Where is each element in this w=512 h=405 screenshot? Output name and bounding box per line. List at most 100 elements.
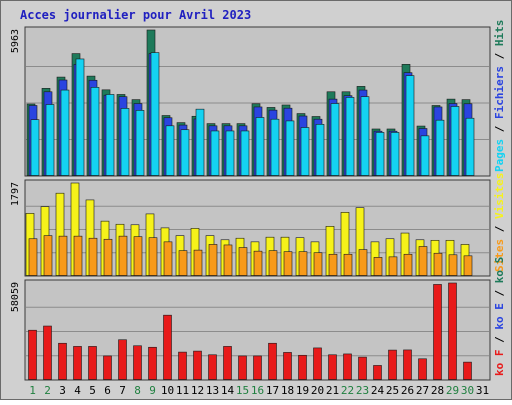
bar-sites-day-15	[238, 247, 248, 276]
bar-sites-day-2	[43, 235, 53, 276]
bar-pages-day-11	[180, 129, 190, 176]
bar-ko-f-day-4	[73, 346, 82, 380]
bar-pages-day-27	[420, 135, 430, 176]
x-tick-label-day-13: 13	[206, 384, 219, 397]
bar-ko-f-day-21	[328, 354, 337, 380]
bar-ko-f-day-20	[313, 347, 322, 380]
bar-sites-day-11	[178, 250, 188, 276]
x-tick-label-day-28: 28	[431, 384, 444, 397]
bar-ko-f-day-28	[433, 284, 442, 380]
x-tick-label-day-29: 29	[446, 384, 459, 397]
bar-ko-f-day-22	[343, 353, 352, 380]
bar-sites-day-12	[193, 249, 203, 276]
bar-ko-f-day-6	[103, 355, 112, 380]
bar-sites-day-24	[373, 257, 383, 276]
x-tick-label-day-27: 27	[416, 384, 429, 397]
x-tick-label-day-31: 31	[476, 384, 489, 397]
bar-ko-f-day-10	[163, 314, 172, 380]
bar-pages-day-21	[330, 103, 340, 176]
bar-sites-day-18	[283, 251, 293, 276]
bar-pages-day-24	[375, 132, 385, 176]
bar-sites-day-17	[268, 250, 278, 276]
legend-separator: /	[493, 46, 506, 66]
legend-item-sites: Sites	[493, 239, 506, 272]
bar-sites-day-7	[118, 235, 128, 276]
bar-ko-f-day-25	[388, 349, 397, 380]
x-tick-label-day-9: 9	[149, 384, 156, 397]
bar-sites-day-29	[448, 254, 458, 276]
legend-item-ko-f: ko F	[493, 350, 506, 377]
bar-sites-day-13	[208, 244, 218, 276]
x-tick-label-day-12: 12	[191, 384, 204, 397]
bar-sites-day-22	[343, 253, 353, 276]
bar-ko-f-day-12	[193, 350, 202, 380]
bar-sites-day-28	[433, 252, 443, 276]
legend-item-ko-s: ko S	[493, 257, 506, 284]
bar-sites-day-23	[358, 249, 368, 276]
legend-item-pages: Pages	[493, 139, 506, 172]
legend-group-1: Pages / Fichiers / Hits	[493, 20, 506, 172]
bar-pages-day-18	[285, 120, 295, 176]
bar-pages-day-12	[195, 108, 205, 176]
panel-middle-ymax-label: 1797	[10, 182, 21, 206]
x-tick-label-day-24: 24	[371, 384, 385, 397]
panel-bottom: 58059	[10, 279, 491, 381]
legend-separator: /	[493, 119, 506, 139]
bar-ko-f-day-24	[373, 365, 382, 380]
bar-ko-f-day-9	[148, 346, 157, 380]
x-tick-label-day-4: 4	[74, 384, 81, 397]
bar-pages-day-14	[225, 130, 235, 176]
bar-pages-day-4	[75, 58, 85, 176]
bar-sites-day-27	[418, 246, 428, 276]
x-tick-label-day-23: 23	[356, 384, 369, 397]
x-tick-label-day-1: 1	[29, 384, 36, 397]
bar-sites-day-26	[403, 253, 413, 276]
bar-pages-day-19	[300, 127, 310, 176]
bar-ko-f-day-27	[418, 358, 427, 380]
bar-pages-day-1	[30, 119, 40, 176]
x-tick-label-day-2: 2	[44, 384, 51, 397]
bar-ko-f-day-11	[178, 351, 187, 380]
bar-sites-day-1	[28, 238, 38, 276]
bar-pages-day-6	[105, 94, 115, 176]
chart-title: Acces journalier pour Avril 2023	[20, 8, 251, 22]
bar-sites-day-25	[388, 256, 398, 276]
legend-item-fichiers: Fichiers	[493, 66, 506, 119]
bar-sites-day-5	[88, 237, 98, 276]
x-tick-label-day-7: 7	[119, 384, 126, 397]
bar-sites-day-8	[133, 236, 143, 276]
panel-top-ymax-label: 5963	[10, 29, 21, 53]
x-tick-label-day-11: 11	[176, 384, 189, 397]
bar-pages-day-28	[435, 119, 445, 176]
x-tick-label-day-3: 3	[59, 384, 66, 397]
bar-ko-f-day-7	[118, 339, 127, 380]
bar-pages-day-9	[150, 52, 160, 176]
x-tick-label-day-14: 14	[221, 384, 235, 397]
bar-pages-day-2	[45, 104, 55, 176]
legend-item-visites: Visites	[493, 173, 506, 219]
bar-pages-day-16	[255, 117, 265, 176]
bar-sites-day-21	[328, 253, 338, 276]
bar-pages-day-20	[315, 124, 325, 176]
x-tick-label-day-20: 20	[311, 384, 324, 397]
bar-pages-day-13	[210, 130, 220, 176]
x-tick-label-day-8: 8	[134, 384, 141, 397]
x-tick-label-day-19: 19	[296, 384, 309, 397]
bar-pages-day-26	[405, 75, 415, 176]
bar-ko-f-day-18	[283, 352, 292, 380]
bar-pages-day-17	[270, 118, 280, 176]
bar-sites-day-16	[253, 250, 263, 276]
x-tick-label-day-25: 25	[386, 384, 399, 397]
bar-pages-day-5	[90, 87, 100, 176]
x-tick-label-day-17: 17	[266, 384, 279, 397]
bar-pages-day-25	[390, 132, 400, 176]
bar-ko-f-day-23	[358, 356, 367, 380]
bar-sites-day-20	[313, 252, 323, 276]
x-tick-label-day-18: 18	[281, 384, 294, 397]
bar-sites-day-19	[298, 251, 308, 276]
x-tick-label-day-6: 6	[104, 384, 111, 397]
legend-item-hits: Hits	[493, 20, 506, 47]
x-tick-label-day-30: 30	[461, 384, 474, 397]
